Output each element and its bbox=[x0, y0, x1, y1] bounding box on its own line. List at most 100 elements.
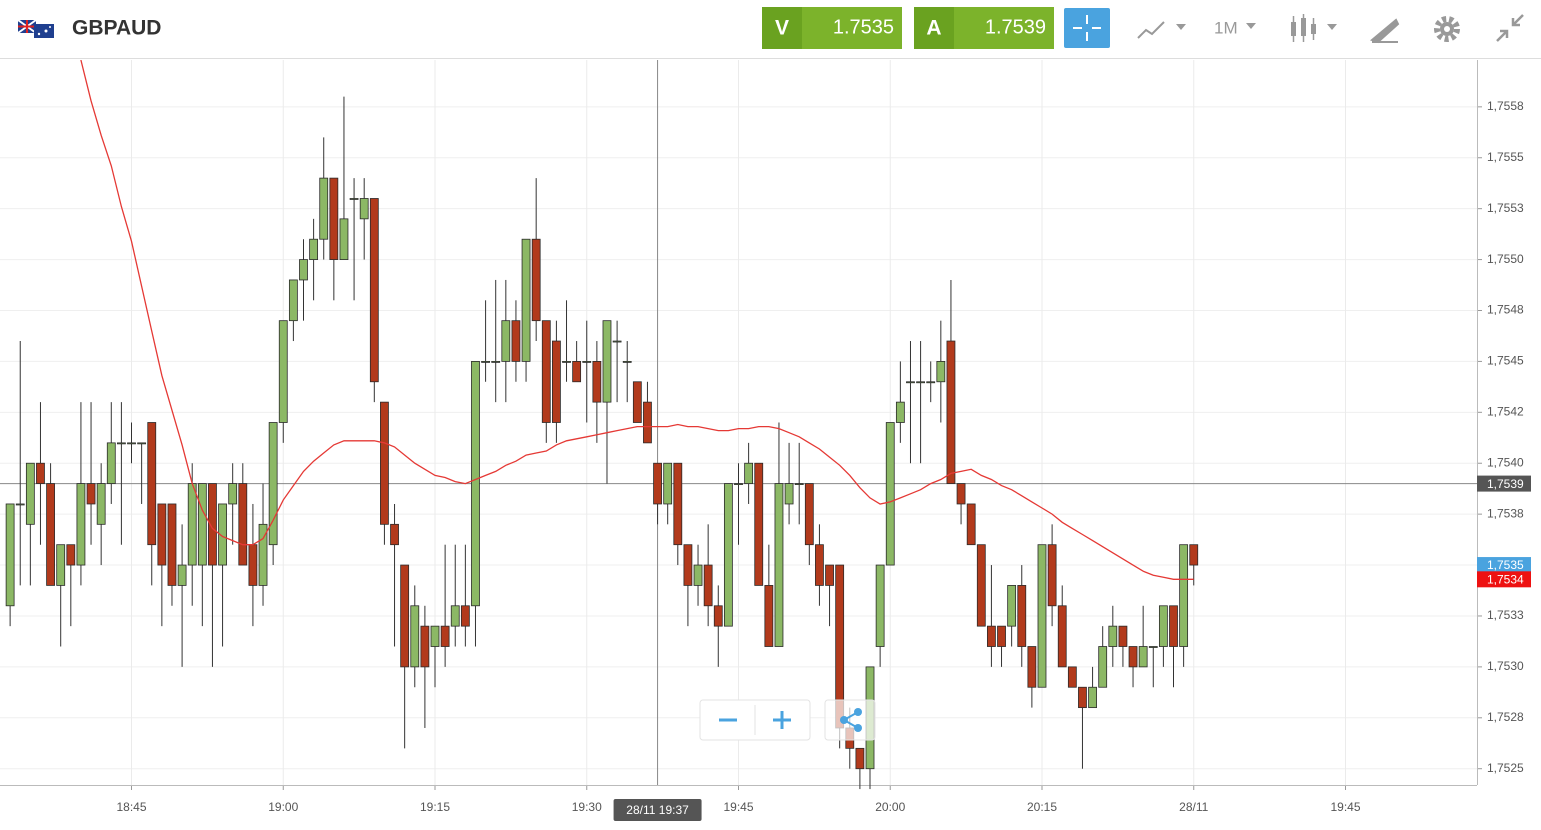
candle-body bbox=[46, 483, 55, 586]
candle-body bbox=[420, 625, 430, 668]
candle-body bbox=[288, 279, 298, 322]
candle-body bbox=[1118, 625, 1128, 647]
grid bbox=[0, 60, 1482, 790]
candle-style-button[interactable] bbox=[1291, 14, 1337, 42]
candle-body bbox=[430, 625, 440, 647]
candle-body bbox=[926, 381, 936, 384]
candle-body bbox=[1179, 544, 1189, 647]
candle-body bbox=[96, 483, 106, 525]
y-tick-label: 1,7530 bbox=[1487, 659, 1524, 673]
candle-body bbox=[976, 544, 986, 627]
buy-button[interactable]: A 1.7539 bbox=[914, 7, 1054, 49]
candle-body bbox=[1138, 646, 1148, 668]
settings-button[interactable] bbox=[1434, 16, 1460, 42]
flag bbox=[17, 19, 54, 38]
crosshair-button[interactable] bbox=[1064, 8, 1110, 48]
candle-body bbox=[319, 177, 329, 240]
candle-body bbox=[1128, 646, 1138, 668]
candle-body bbox=[400, 564, 410, 668]
candle-body bbox=[157, 503, 167, 566]
candle-body bbox=[1007, 585, 1017, 627]
candle-body bbox=[653, 462, 662, 505]
candle-body bbox=[784, 483, 794, 505]
zoom-in[interactable] bbox=[773, 711, 791, 729]
candle-body bbox=[5, 503, 15, 607]
candle-body bbox=[278, 320, 288, 423]
candle-body bbox=[349, 198, 359, 200]
candle-body bbox=[187, 483, 197, 566]
candle-body bbox=[86, 483, 96, 505]
candle-body bbox=[127, 442, 136, 445]
candle-body bbox=[481, 361, 490, 363]
candle-body bbox=[1108, 625, 1118, 647]
candle-body bbox=[147, 422, 157, 546]
candle-body bbox=[562, 361, 571, 363]
y-tick-label: 1,7558 bbox=[1487, 99, 1524, 113]
price-badge bbox=[1477, 557, 1531, 574]
candle-body bbox=[1088, 686, 1097, 709]
candle-body bbox=[916, 381, 925, 384]
candle-body bbox=[875, 564, 885, 647]
candle-body bbox=[713, 605, 723, 627]
x-tick-label: 19:30 bbox=[572, 800, 602, 814]
candle-body bbox=[734, 483, 743, 485]
candle-body bbox=[612, 340, 622, 343]
crosshair-y-badge bbox=[1477, 475, 1531, 492]
candle-body bbox=[1057, 605, 1067, 668]
timeframe-button[interactable]: 1M bbox=[1214, 18, 1256, 37]
timeframe: 1M bbox=[1214, 18, 1238, 37]
candle-body bbox=[541, 320, 551, 423]
candle-body bbox=[673, 462, 683, 546]
buy-label: A bbox=[926, 17, 941, 40]
candle-body bbox=[1078, 686, 1087, 709]
candle-body bbox=[339, 218, 349, 260]
y-tick-label: 1,7540 bbox=[1487, 455, 1524, 469]
candle-body bbox=[511, 320, 521, 362]
candle-body bbox=[491, 361, 501, 363]
candle-body bbox=[1098, 646, 1108, 688]
candle-body bbox=[1158, 605, 1168, 647]
candle-body bbox=[521, 238, 531, 362]
sell-button[interactable]: V 1.7535 bbox=[762, 7, 902, 49]
candle-body bbox=[359, 198, 369, 220]
y-tick-label: 1,7538 bbox=[1487, 506, 1524, 520]
sell-label: V bbox=[775, 17, 789, 40]
candle-body bbox=[390, 523, 399, 546]
crosshair-x-label: 28/11 19:37 bbox=[626, 803, 689, 817]
candle-body bbox=[723, 483, 733, 627]
candle-body bbox=[106, 442, 116, 484]
candle-body bbox=[218, 503, 227, 566]
crosshair-x-badge bbox=[613, 799, 702, 821]
candle-body bbox=[369, 198, 379, 383]
candle-body bbox=[1037, 544, 1047, 688]
candle-body bbox=[309, 238, 319, 260]
collapse-button[interactable] bbox=[1496, 14, 1524, 42]
candle-body bbox=[1148, 646, 1158, 648]
candle-body bbox=[663, 462, 673, 505]
chart-type-button[interactable] bbox=[1137, 21, 1186, 39]
candle-body bbox=[248, 544, 258, 586]
candle-body bbox=[471, 361, 480, 607]
candle-body bbox=[299, 259, 308, 281]
candle-body bbox=[703, 564, 713, 607]
candle-body bbox=[76, 483, 86, 566]
candle-body bbox=[602, 320, 612, 403]
candle-body bbox=[1017, 585, 1027, 647]
candle-body bbox=[15, 503, 25, 506]
draw-tool-button[interactable] bbox=[1369, 18, 1400, 44]
buy-price: 1.7539 bbox=[985, 16, 1046, 38]
y-tick-label: 1,7533 bbox=[1487, 608, 1524, 622]
candle-body bbox=[643, 401, 652, 444]
candle-body bbox=[774, 483, 784, 647]
y-tick-label: 1,7555 bbox=[1487, 150, 1524, 164]
candle-body bbox=[380, 401, 389, 525]
zoom-controls bbox=[699, 699, 876, 741]
candle-body bbox=[794, 483, 804, 485]
candle-body bbox=[754, 462, 764, 586]
candle-body bbox=[329, 177, 339, 260]
candle-body bbox=[936, 361, 946, 383]
candle-body bbox=[1067, 666, 1077, 688]
candle-body bbox=[987, 625, 996, 647]
share[interactable] bbox=[824, 699, 876, 741]
